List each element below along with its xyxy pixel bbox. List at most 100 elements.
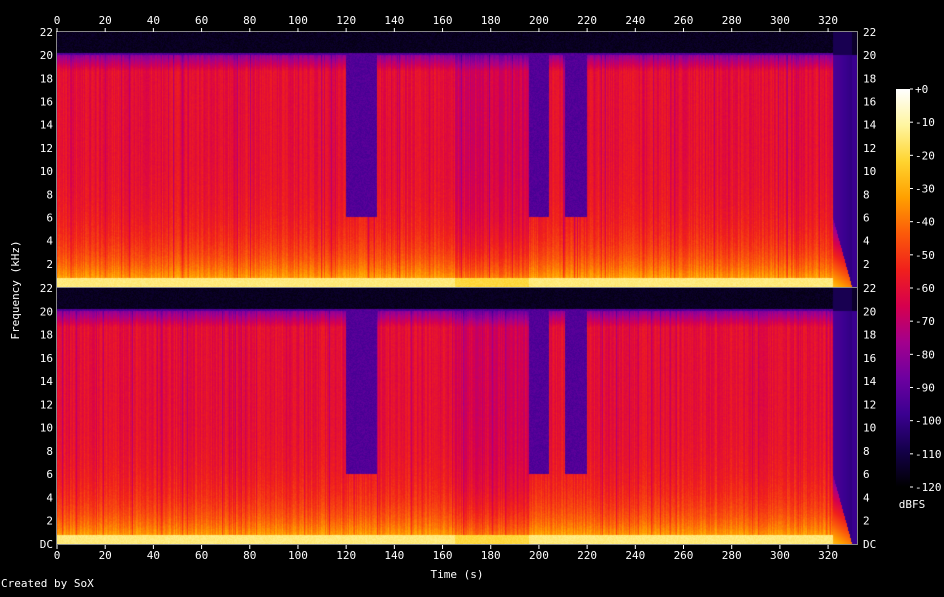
- x-tick-label-top: 280: [722, 14, 742, 27]
- y-tick-label-left: 8: [46, 445, 53, 458]
- y-tick-label-left: 2: [46, 258, 53, 271]
- colorbar-tick-label: -40: [915, 216, 935, 229]
- x-tick-label-top: 100: [288, 14, 308, 27]
- x-tick-label-top: 120: [336, 14, 356, 27]
- x-tick-label-bottom: 260: [674, 549, 694, 562]
- x-tick-label-top: 60: [195, 14, 208, 27]
- y-tick-label-right: 6: [863, 468, 870, 481]
- y-tick-label-left: 22: [40, 282, 53, 295]
- y-tick-label-right: 22: [863, 26, 876, 39]
- x-tick-label-top: 240: [625, 14, 645, 27]
- y-tick-label-right: 4: [863, 235, 870, 248]
- x-tick-label-top: 200: [529, 14, 549, 27]
- colorbar-tick-label: -10: [915, 116, 935, 129]
- y-tick-label-right: 10: [863, 422, 876, 435]
- x-tick-label-top: 180: [481, 14, 501, 27]
- x-tick-label-bottom: 0: [54, 549, 61, 562]
- y-tick-label-right: 18: [863, 329, 876, 342]
- y-tick-label-right: 20: [863, 49, 876, 62]
- y-tick-label-left: 12: [40, 398, 53, 411]
- colorbar-tick-label: -30: [915, 183, 935, 196]
- colorbar-tick-label: -50: [915, 249, 935, 262]
- x-tick-label-bottom: 80: [243, 549, 256, 562]
- x-tick-label-top: 80: [243, 14, 256, 27]
- plot-frame-channel-2: [56, 287, 858, 545]
- y-tick-label-right: 2: [863, 258, 870, 271]
- y-tick-label-left: 8: [46, 188, 53, 201]
- colorbar-tick-label: -100: [915, 415, 942, 428]
- x-tick-label-top: 260: [674, 14, 694, 27]
- y-tick-label-left: 2: [46, 515, 53, 528]
- colorbar: [896, 89, 910, 487]
- y-tick-label-left: 20: [40, 49, 53, 62]
- colorbar-tick-label: +0: [915, 83, 928, 96]
- y-tick-label-left: 6: [46, 468, 53, 481]
- x-tick-label-bottom: 220: [577, 549, 597, 562]
- y-tick-label-left: 6: [46, 211, 53, 224]
- spectrogram-channel-2: [57, 288, 857, 544]
- x-tick-label-top: 20: [99, 14, 112, 27]
- spectrogram-channel-1: [57, 32, 857, 287]
- y-tick-label-right: 22: [863, 282, 876, 295]
- x-tick-label-bottom: 100: [288, 549, 308, 562]
- y-tick-label-left: 18: [40, 72, 53, 85]
- credit-text: Created by SoX: [1, 577, 94, 590]
- colorbar-tick-label: -20: [915, 149, 935, 162]
- colorbar-tick-label: -110: [915, 448, 942, 461]
- x-tick-label-bottom: 160: [433, 549, 453, 562]
- x-tick-label-top: 0: [54, 14, 61, 27]
- y-tick-label-right: 8: [863, 188, 870, 201]
- x-tick-label-bottom: 180: [481, 549, 501, 562]
- y-tick-label-left: 4: [46, 491, 53, 504]
- y-tick-label-right: 4: [863, 491, 870, 504]
- x-tick-label-top: 220: [577, 14, 597, 27]
- y-tick-label-right: 10: [863, 165, 876, 178]
- x-tick-label-top: 40: [147, 14, 160, 27]
- y-tick-label-left: 22: [40, 26, 53, 39]
- y-tick-label-left: 10: [40, 422, 53, 435]
- y-tick-label-right: 18: [863, 72, 876, 85]
- x-tick-label-bottom: 40: [147, 549, 160, 562]
- x-tick-label-bottom: 240: [625, 549, 645, 562]
- colorbar-tick-label: -80: [915, 348, 935, 361]
- y-tick-label-right: 20: [863, 305, 876, 318]
- colorbar-label: dBFS: [899, 498, 926, 511]
- y-tick-label-right: DC: [863, 538, 876, 551]
- y-tick-label-left: 4: [46, 235, 53, 248]
- x-axis-label: Time (s): [431, 568, 484, 581]
- x-tick-label-bottom: 300: [770, 549, 790, 562]
- x-tick-label-top: 160: [433, 14, 453, 27]
- y-tick-label-left: 12: [40, 142, 53, 155]
- x-tick-label-bottom: 60: [195, 549, 208, 562]
- x-tick-label-bottom: 120: [336, 549, 356, 562]
- x-tick-label-bottom: 280: [722, 549, 742, 562]
- y-tick-label-right: 6: [863, 211, 870, 224]
- y-axis-label: Frequency (kHz): [9, 240, 22, 339]
- x-tick-label-top: 140: [384, 14, 404, 27]
- y-tick-label-left: 20: [40, 305, 53, 318]
- x-tick-label-bottom: 20: [99, 549, 112, 562]
- y-tick-label-left: 10: [40, 165, 53, 178]
- colorbar-tick-label: -70: [915, 315, 935, 328]
- x-tick-label-bottom: 140: [384, 549, 404, 562]
- y-tick-label-left: 16: [40, 352, 53, 365]
- x-tick-label-bottom: 200: [529, 549, 549, 562]
- x-tick-label-top: 300: [770, 14, 790, 27]
- y-tick-label-right: 12: [863, 398, 876, 411]
- x-tick-label-top: 320: [818, 14, 838, 27]
- y-tick-label-right: 14: [863, 119, 877, 132]
- y-tick-label-left: DC: [40, 538, 53, 551]
- x-tick-label-bottom: 320: [818, 549, 838, 562]
- colorbar-tick-label: -90: [915, 382, 935, 395]
- y-tick-label-right: 12: [863, 142, 876, 155]
- y-tick-label-left: 18: [40, 329, 53, 342]
- y-tick-label-left: 14: [40, 119, 54, 132]
- y-tick-label-right: 8: [863, 445, 870, 458]
- y-tick-label-left: 14: [40, 375, 54, 388]
- y-tick-label-right: 2: [863, 515, 870, 528]
- colorbar-tick-label: -60: [915, 282, 935, 295]
- colorbar-tick-label: -120: [915, 481, 942, 494]
- y-tick-label-right: 16: [863, 352, 876, 365]
